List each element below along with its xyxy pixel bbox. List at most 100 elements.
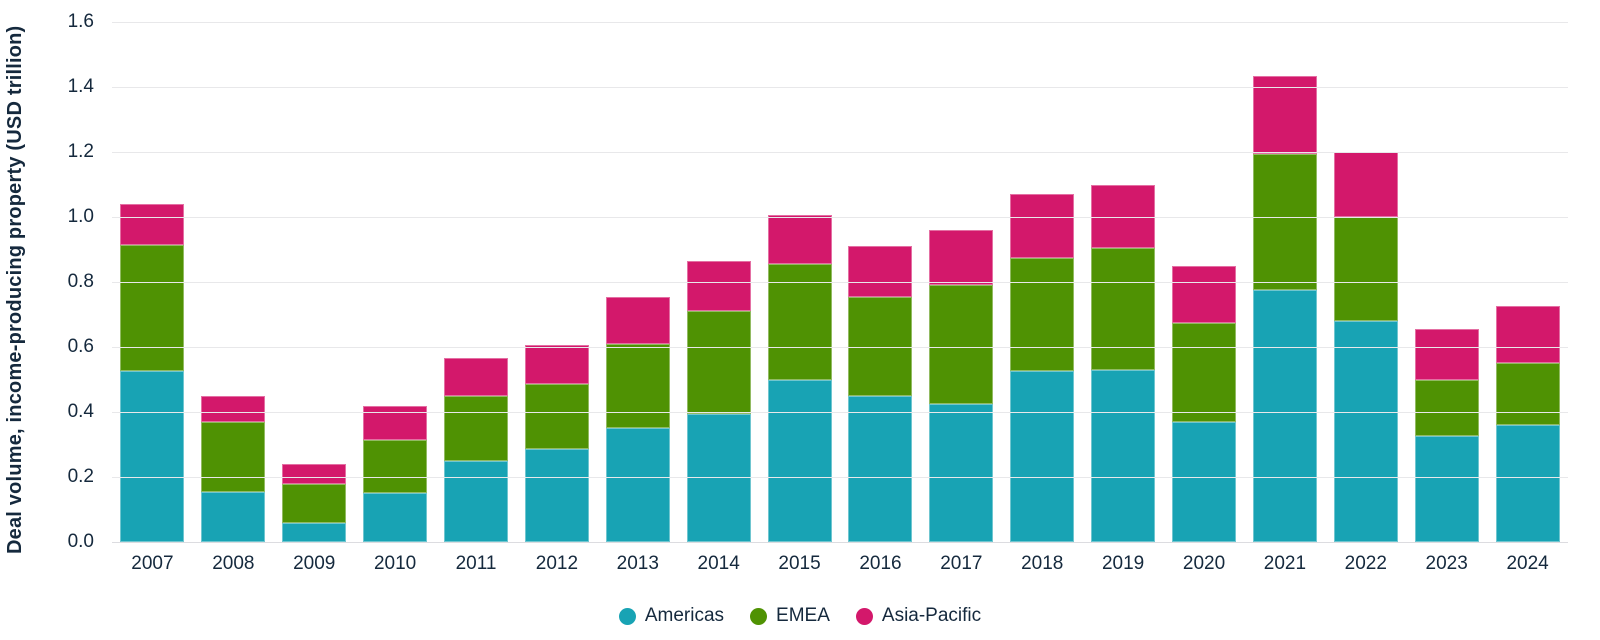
bar-segment-americas-2024 (1495, 425, 1560, 542)
gridline (112, 22, 1568, 23)
bar-segment-emea-2010 (363, 439, 428, 494)
x-tick-label-2023: 2023 (1425, 553, 1468, 574)
bar-segment-americas-2015 (767, 379, 832, 542)
bar-segment-asia-pacific-2018 (1010, 194, 1075, 258)
bar-segment-emea-2012 (524, 384, 589, 450)
x-tick-label-2016: 2016 (859, 553, 902, 574)
bar-slot-2016: 2016 (840, 0, 921, 574)
bar-slot-2008: 2008 (193, 0, 274, 574)
bar-2015 (767, 215, 832, 542)
x-tick-label-2019: 2019 (1101, 553, 1145, 574)
gridline (112, 412, 1568, 413)
y-tick-label: 1.4 (67, 76, 94, 97)
bar-segment-emea-2017 (929, 285, 994, 404)
bar-2011 (444, 358, 508, 542)
bar-slot-2011: 2011 (436, 0, 517, 574)
legend-item-americas: Americas (618, 605, 725, 627)
bar-2009 (282, 464, 347, 542)
bar-segment-americas-2020 (1172, 421, 1237, 542)
bar-segment-emea-2009 (282, 483, 347, 523)
x-tick-label-2021: 2021 (1263, 553, 1307, 574)
legend-item-emea: EMEA (750, 605, 830, 627)
y-tick-label: 0.4 (67, 401, 94, 422)
x-tick-label-2018: 2018 (1021, 553, 1064, 574)
legend-label-emea: EMEA (776, 605, 830, 626)
bar-segment-emea-2022 (1333, 217, 1398, 321)
bar-2008 (201, 395, 266, 542)
bar-segment-americas-2009 (282, 522, 347, 542)
bar-segment-asia-pacific-2023 (1414, 329, 1479, 380)
bar-slot-2023: 2023 (1406, 0, 1487, 574)
bar-segment-emea-2024 (1495, 363, 1560, 425)
bar-segment-emea-2018 (1010, 257, 1075, 372)
bar-segment-americas-2023 (1414, 436, 1479, 542)
legend: Americas EMEA Asia-Pacific (0, 605, 1600, 627)
bars-container: 2007 2008 2009 2010 2011 2012 2013 2014 2015 2016… (112, 0, 1568, 574)
bar-segment-americas-2019 (1091, 369, 1156, 542)
bar-2023 (1414, 329, 1479, 542)
bar-segment-americas-2013 (605, 428, 670, 542)
bar-segment-asia-pacific-2012 (524, 345, 589, 385)
y-tick-label: 0.8 (67, 271, 94, 292)
bar-segment-asia-pacific-2021 (1252, 75, 1317, 154)
bar-slot-2020: 2020 (1164, 0, 1245, 574)
bar-2020 (1172, 265, 1237, 542)
x-tick-label-2017: 2017 (940, 553, 983, 574)
x-tick-label-2024: 2024 (1506, 553, 1549, 574)
gridline (112, 282, 1568, 283)
legend-label-americas: Americas (644, 605, 725, 626)
bar-2012 (524, 345, 589, 542)
plot-area: 2007 2008 2009 2010 2011 2012 2013 2014 2015 2016… (112, 0, 1568, 574)
bar-segment-emea-2008 (201, 421, 266, 492)
legend-label-asia-pacific: Asia-Pacific (881, 605, 982, 626)
bar-slot-2019: 2019 (1083, 0, 1164, 574)
bar-slot-2012: 2012 (516, 0, 597, 574)
bar-segment-emea-2021 (1252, 153, 1317, 291)
x-tick-label-2020: 2020 (1182, 553, 1226, 574)
x-tick-label-2013: 2013 (616, 553, 659, 574)
bar-slot-2021: 2021 (1244, 0, 1325, 574)
bar-2016 (848, 246, 913, 542)
bar-2017 (929, 230, 994, 542)
bar-slot-2022: 2022 (1325, 0, 1406, 574)
bar-2021 (1252, 75, 1317, 542)
bar-segment-asia-pacific-2020 (1172, 265, 1237, 323)
bar-2022 (1333, 152, 1398, 542)
bar-segment-asia-pacific-2022 (1333, 152, 1398, 217)
bar-segment-asia-pacific-2014 (686, 260, 751, 312)
x-tick-label-2010: 2010 (373, 553, 417, 574)
bar-2019 (1091, 184, 1156, 542)
bar-slot-2024: 2024 (1487, 0, 1568, 574)
bar-segment-emea-2019 (1091, 247, 1156, 370)
bar-segment-asia-pacific-2024 (1495, 306, 1560, 364)
bar-slot-2018: 2018 (1002, 0, 1083, 574)
bar-segment-emea-2016 (848, 296, 913, 396)
bar-2010 (363, 405, 428, 542)
bar-segment-asia-pacific-2009 (282, 464, 347, 484)
legend-swatch-asia-pacific (855, 607, 873, 625)
x-axis-line (112, 542, 1568, 543)
bar-segment-americas-2016 (848, 395, 913, 542)
y-axis: 0.0 0.2 0.4 0.6 0.8 1.0 1.2 1.4 1.6 (0, 0, 94, 640)
bar-segment-americas-2021 (1252, 290, 1317, 542)
bar-2014 (686, 260, 751, 542)
bar-slot-2015: 2015 (759, 0, 840, 574)
bar-2007 (120, 204, 185, 542)
bar-segment-asia-pacific-2019 (1091, 184, 1156, 248)
gridline (112, 347, 1568, 348)
bar-segment-asia-pacific-2013 (605, 296, 670, 344)
bar-segment-americas-2010 (363, 493, 428, 542)
x-tick-label-2011: 2011 (455, 553, 497, 574)
x-tick-label-2022: 2022 (1344, 553, 1387, 574)
bar-2018 (1010, 194, 1075, 542)
bar-segment-americas-2007 (120, 371, 185, 542)
y-tick-label: 0.0 (67, 531, 94, 552)
bar-segment-asia-pacific-2015 (767, 215, 832, 265)
bar-segment-asia-pacific-2017 (929, 230, 994, 286)
x-tick-label-2007: 2007 (131, 553, 174, 574)
legend-swatch-americas (618, 607, 636, 625)
bar-slot-2010: 2010 (355, 0, 436, 574)
bar-segment-emea-2023 (1414, 379, 1479, 437)
bar-segment-americas-2022 (1333, 321, 1398, 542)
